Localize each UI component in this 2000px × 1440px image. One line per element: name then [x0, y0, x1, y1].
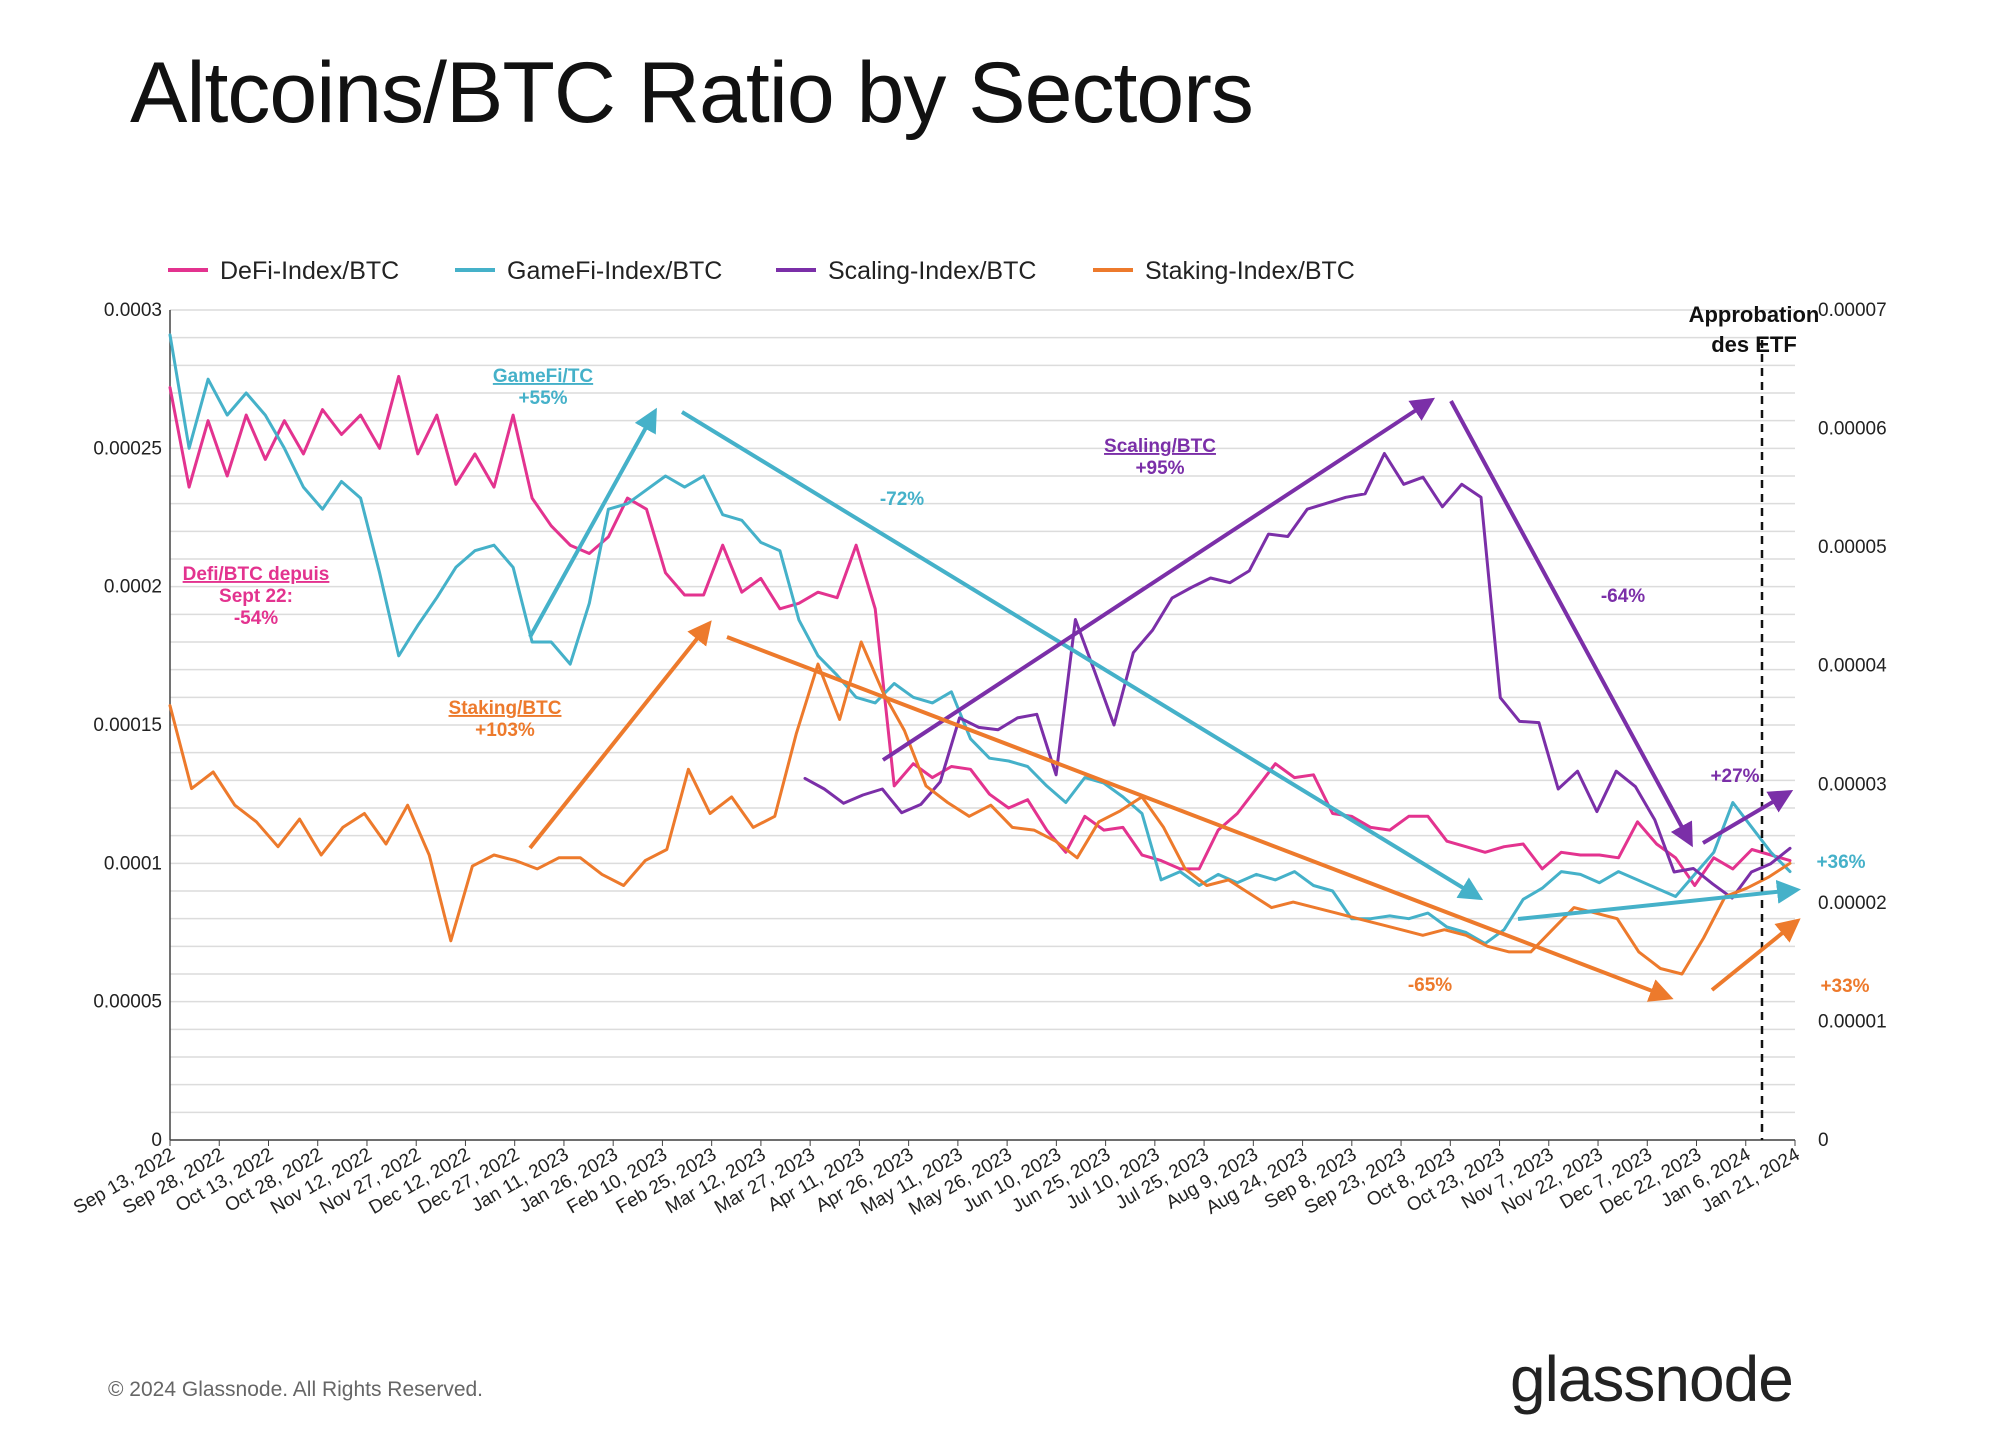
right-axis-tick: 0.00007	[1818, 300, 1887, 321]
glassnode-logo: glassnode	[1510, 1343, 1794, 1415]
trend-arrow-purple	[881, 397, 1436, 762]
left-axis-tick: 0.00015	[93, 715, 162, 736]
chart-title: Altcoins/BTC Ratio by Sectors	[130, 45, 1254, 141]
series-line-defi	[168, 374, 1792, 887]
trend-arrow-purple	[1701, 789, 1794, 845]
trend-arrow-teal	[1517, 879, 1801, 921]
copyright-footer: © 2024 Glassnode. All Rights Reserved.	[108, 1378, 484, 1401]
left-axis-tick: 0.0003	[104, 300, 162, 321]
annotation-label: +55%	[518, 388, 567, 409]
annotation-label: +27%	[1710, 766, 1759, 787]
annotation-label: -65%	[1408, 975, 1452, 996]
legend: DeFi-Index/BTC GameFi-Index/BTC Scaling-In…	[168, 257, 1355, 285]
annotation-label: GameFi/TC	[493, 366, 594, 387]
trend-arrow-teal	[528, 407, 657, 638]
annotations: GameFi/TC+55% -72% Scaling/BTC+95% -64% Defi…	[183, 366, 1870, 997]
series-lines: Approbation des ETF	[168, 302, 1820, 1140]
legend-label: DeFi-Index/BTC	[220, 257, 399, 285]
series-line-gamefi	[168, 333, 1792, 946]
right-axis-tick: 0	[1818, 1130, 1829, 1151]
series-line-scaling	[803, 452, 1792, 900]
annotation-label: +103%	[475, 720, 535, 741]
annotation-label: Scaling/BTC	[1104, 436, 1216, 457]
left-axis-tick: 0.0001	[104, 853, 162, 874]
annotation-label: -72%	[880, 489, 924, 510]
axes: 0 0.00005 0.0001 0.00015 0.0002 0.00025 0.0003…	[70, 300, 1887, 1220]
trend-arrows	[528, 397, 1801, 1002]
series-line-staking	[168, 640, 1792, 976]
annotation-label: +33%	[1820, 976, 1869, 997]
right-axis-tick: 0.00003	[1818, 774, 1887, 795]
annotation-label: Defi/BTC depuis	[183, 564, 330, 585]
annotation-label: -54%	[234, 608, 278, 629]
trend-arrow-purple	[1449, 400, 1693, 848]
right-axis-tick: 0.00002	[1818, 893, 1887, 914]
left-axis-tick: 0.00025	[93, 438, 162, 459]
right-axis-tick: 0.00004	[1818, 656, 1887, 677]
legend-label: Staking-Index/BTC	[1145, 257, 1355, 285]
annotation-label: +36%	[1816, 852, 1865, 873]
annotation-label: +95%	[1135, 458, 1184, 479]
trend-arrow-orange	[1710, 918, 1801, 992]
legend-label: Scaling-Index/BTC	[828, 257, 1036, 285]
chart: 0 0.00005 0.0001 0.00015 0.0002 0.00025 0.0003…	[70, 257, 1887, 1220]
left-axis-tick: 0.00005	[93, 992, 162, 1013]
annotation-label: Sept 22:	[219, 586, 293, 607]
annotation-label: Staking/BTC	[449, 698, 562, 719]
trend-arrow-orange	[528, 620, 712, 850]
trend-arrow-teal	[680, 410, 1484, 901]
right-axis-tick: 0.00005	[1818, 537, 1887, 558]
etf-label: Approbation	[1689, 302, 1820, 327]
left-axis-tick: 0.0002	[104, 577, 162, 598]
left-axis-tick: 0	[151, 1130, 162, 1151]
etf-label: des ETF	[1711, 332, 1797, 357]
trend-arrow-orange	[726, 635, 1674, 1002]
right-axis-tick: 0.00001	[1818, 1011, 1887, 1032]
annotation-label: -64%	[1601, 586, 1645, 607]
legend-label: GameFi-Index/BTC	[507, 257, 722, 285]
right-axis-tick: 0.00006	[1818, 419, 1887, 440]
